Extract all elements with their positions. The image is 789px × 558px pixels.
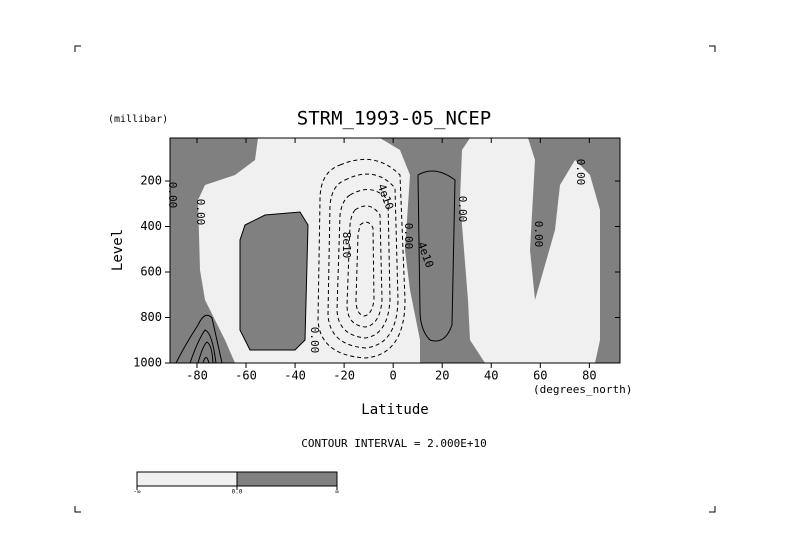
y-tick-label: 1000 — [133, 356, 162, 370]
plot-frame — [169, 137, 621, 364]
corner-marks — [74, 45, 716, 513]
contour-label: 0.00 — [532, 221, 545, 248]
negative-region — [460, 138, 600, 363]
y-units: (millibar) — [108, 114, 168, 125]
y-tick-label: 600 — [140, 264, 162, 278]
contour-label: 8e10 — [340, 232, 353, 259]
contour-interval: CONTOUR INTERVAL = 2.000E+10 — [301, 437, 486, 450]
x-tick-label: -80 — [186, 369, 208, 383]
contour-field — [170, 138, 620, 364]
contour-label: 0.00 — [456, 196, 469, 223]
x-tick-label: 40 — [484, 369, 498, 383]
x-tick-label: -60 — [235, 369, 257, 383]
contour-label: 0.00 — [194, 199, 207, 226]
x-units: (degrees_north) — [533, 383, 632, 396]
y-axis-label: Level — [110, 229, 126, 271]
positive-region — [239, 211, 309, 351]
x-tick-label: -20 — [333, 369, 355, 383]
x-tick-label: 60 — [533, 369, 547, 383]
contour-label: 0.00 — [166, 182, 179, 209]
negative-contours — [317, 158, 406, 359]
contour-label: 0.00 — [574, 159, 587, 186]
y-tick-label: 400 — [140, 219, 162, 233]
contour-label: 0.00 — [308, 327, 321, 354]
colorbar-label: ∞ — [335, 489, 339, 496]
x-axis-label: Latitude — [361, 402, 428, 418]
colorbar-label: 0.0 — [232, 489, 243, 496]
colorbar: -∞ 0.0 ∞ — [133, 471, 339, 496]
y-tick-label: 800 — [140, 310, 162, 324]
x-tick-label: 20 — [435, 369, 449, 383]
y-tick-label: 200 — [140, 173, 162, 187]
positive-contours — [175, 170, 456, 364]
colorbar-swatch — [136, 471, 238, 487]
x-tick-label: 80 — [582, 369, 596, 383]
contour-label: 0.00 — [402, 223, 415, 250]
x-tick-label: 0 — [390, 369, 397, 383]
x-tick-label: -40 — [284, 369, 306, 383]
colorbar-label: -∞ — [133, 489, 141, 496]
colorbar-swatch — [236, 471, 338, 487]
chart-title: STRM_1993-05_NCEP — [297, 108, 491, 130]
